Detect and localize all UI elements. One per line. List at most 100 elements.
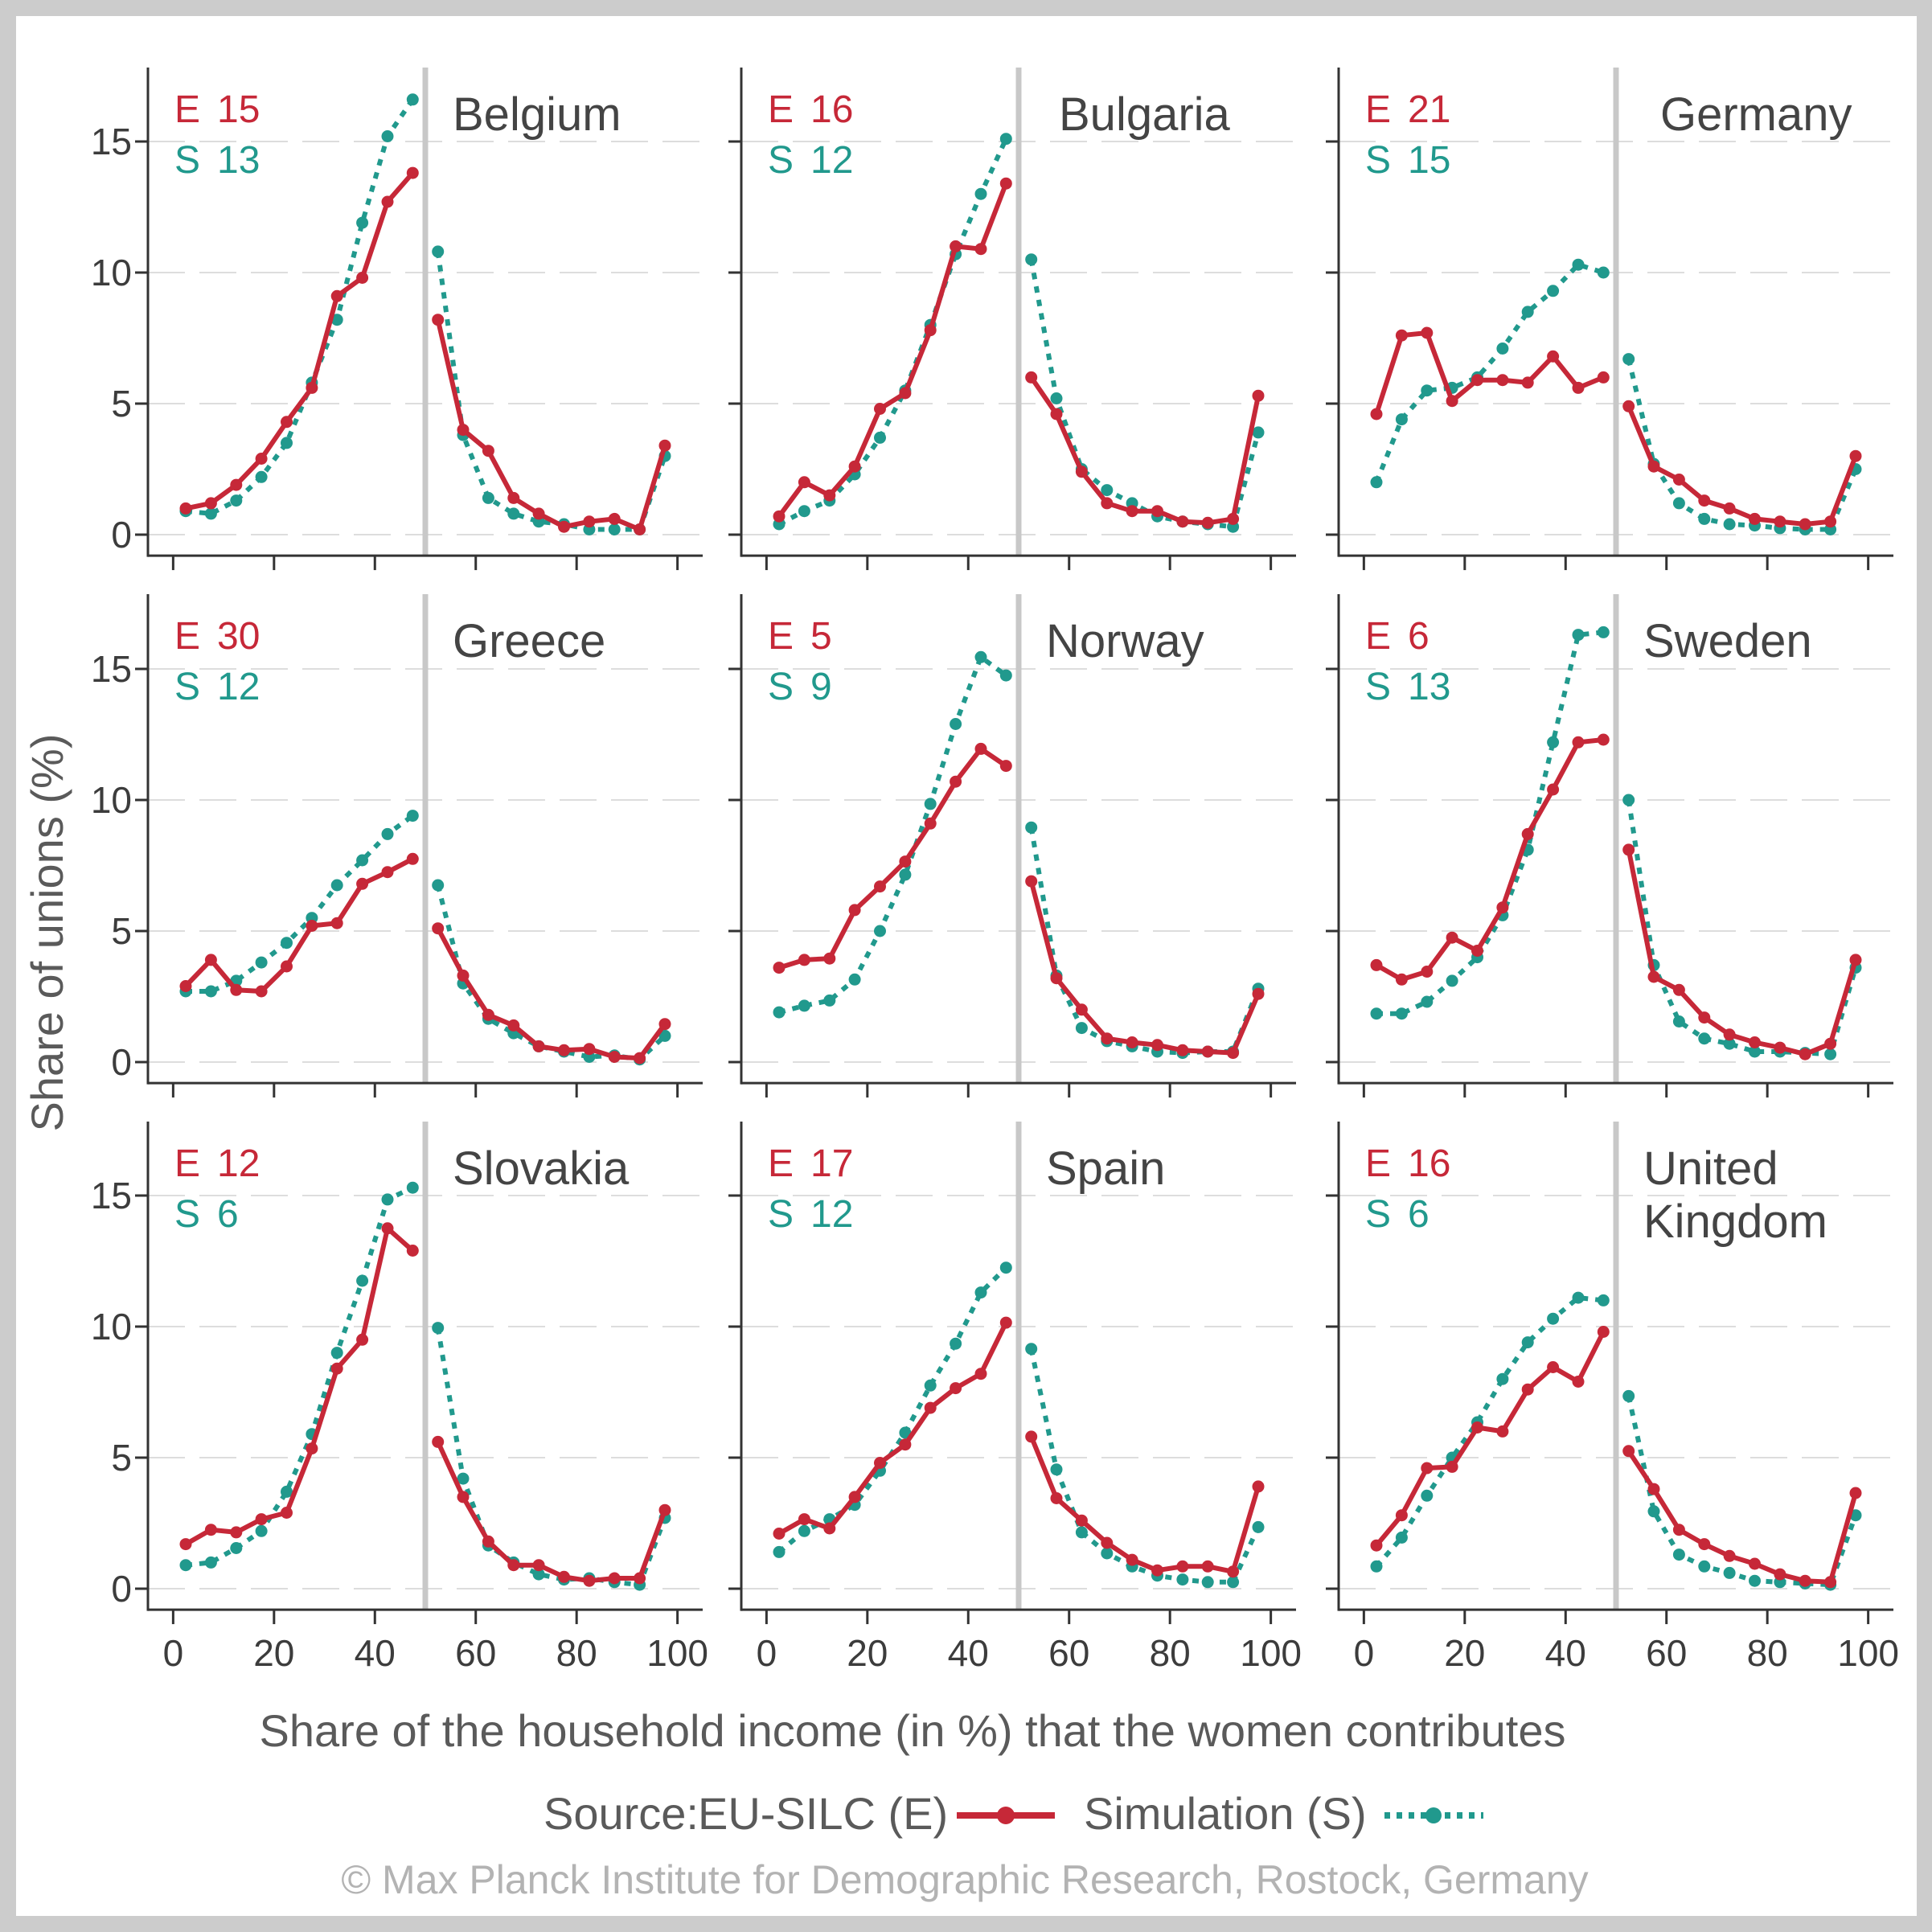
- simulation-point: [1025, 253, 1038, 266]
- simulation-point: [1496, 343, 1509, 355]
- eu-silc-point: [1672, 1524, 1685, 1536]
- e-index-value: 15: [217, 88, 260, 131]
- simulation-point: [1622, 353, 1635, 366]
- eu-silc-point: [1101, 497, 1114, 510]
- simulation-point: [999, 133, 1012, 146]
- country-title: Norway: [1046, 615, 1204, 667]
- eu-silc-point: [1849, 1487, 1862, 1499]
- eu-silc-point: [230, 983, 243, 996]
- eu-silc-point: [1647, 970, 1660, 983]
- simulation-point: [381, 1193, 394, 1206]
- eu-silc-point: [1370, 1539, 1383, 1552]
- eu-silc-point: [1252, 1480, 1265, 1493]
- eu-silc-point: [406, 1245, 419, 1257]
- y-tick-label: 5: [111, 1437, 132, 1479]
- simulation-point: [848, 973, 861, 986]
- eu-silc-point: [1774, 1568, 1786, 1581]
- eu-silc-point: [330, 1362, 343, 1375]
- eu-silc-point: [1025, 1430, 1038, 1443]
- country-title: Belgium: [453, 88, 621, 141]
- panel-norway: E 5S 9 Norway: [728, 594, 1296, 1098]
- eu-silc-point: [1421, 966, 1434, 978]
- country-title: Greece: [453, 615, 605, 667]
- simulation-point: [798, 505, 810, 518]
- simulation-point: [179, 1559, 192, 1572]
- country-title: Germany: [1660, 88, 1852, 141]
- eu-silc-line-segment-1: [777, 1321, 1008, 1536]
- eu-silc-point: [1698, 1538, 1711, 1551]
- x-tick-label: 20: [253, 1632, 294, 1674]
- simulation-point: [1672, 1015, 1685, 1028]
- simulation-line-segment-1: [1374, 1295, 1604, 1569]
- simulation-point: [1101, 484, 1114, 497]
- x-tick-label: 40: [1545, 1632, 1586, 1674]
- legend-s-swatch: [1384, 1807, 1483, 1823]
- simulation-point: [1252, 426, 1265, 439]
- simulation-line-segment-2: [1626, 799, 1858, 1057]
- eu-silc-point: [1572, 381, 1585, 394]
- eu-silc-point: [773, 962, 786, 974]
- e-index-key: E: [174, 615, 200, 658]
- eu-silc-point: [634, 1572, 646, 1585]
- simulation-line-segment-1: [778, 654, 1008, 1015]
- x-tick-label: 20: [847, 1632, 888, 1674]
- eu-silc-point: [1749, 1036, 1761, 1048]
- simulation-point: [432, 1322, 445, 1335]
- eu-silc-point: [1698, 494, 1711, 507]
- eu-silc-point: [1471, 945, 1483, 957]
- e-index-key: E: [768, 88, 794, 131]
- simulation-point: [924, 1379, 937, 1392]
- eu-silc-line-segment-1: [777, 183, 1009, 518]
- eu-silc-point: [1723, 502, 1736, 515]
- country-title-line: United: [1643, 1142, 1778, 1195]
- s-index-value: 6: [1408, 1193, 1430, 1236]
- simulation-point: [406, 810, 419, 822]
- eu-silc-point: [1075, 1514, 1088, 1527]
- eu-silc-point: [507, 491, 520, 504]
- simulation-point: [1547, 285, 1560, 297]
- simulation-line-segment-1: [186, 814, 415, 994]
- panel-united-kingdom: 0 20 40 60 80 100 E 16 S 6 United Kingdom: [1326, 1122, 1899, 1674]
- simulation-point: [608, 523, 621, 535]
- eu-silc-point: [658, 1018, 671, 1031]
- eu-silc-point: [457, 969, 470, 982]
- eu-silc-point: [1050, 1492, 1063, 1504]
- x-tick-label: 0: [163, 1632, 184, 1674]
- simulation-point: [204, 507, 217, 520]
- panel-germany: E 21 S 15 Germany: [1326, 68, 1893, 571]
- simulation-point: [950, 718, 962, 730]
- eu-silc-point: [1547, 350, 1560, 363]
- x-tick-label: 60: [1048, 1632, 1089, 1674]
- country-title: Bulgaria: [1059, 88, 1231, 141]
- eu-silc-point: [1050, 408, 1063, 420]
- eu-silc-point: [432, 922, 445, 935]
- eu-silc-point: [1227, 1565, 1240, 1578]
- s-index-value: 12: [810, 1193, 853, 1236]
- simulation-point: [1176, 1573, 1189, 1586]
- simulation-point: [999, 669, 1012, 682]
- eu-silc-point: [1227, 1047, 1240, 1060]
- y-tick-label: 10: [91, 252, 132, 293]
- y-tick-label: 0: [111, 1568, 132, 1610]
- e-index-value: 5: [810, 615, 832, 658]
- panel-spain: 0 20 40 60 80 100 E 17 S 12 Spain: [728, 1122, 1302, 1674]
- eu-silc-point: [457, 1491, 470, 1503]
- simulation-point: [1075, 1022, 1088, 1035]
- eu-silc-point: [1799, 1574, 1811, 1587]
- eu-silc-point: [823, 1522, 836, 1535]
- eu-silc-point: [432, 1435, 445, 1448]
- simulation-point: [356, 216, 369, 229]
- simulation-line-segment-2: [1028, 259, 1261, 530]
- eu-silc-point: [1597, 733, 1610, 746]
- eu-silc-point: [306, 920, 318, 932]
- y-tick-label: 5: [111, 910, 132, 952]
- copyright-notice: © Max Planck Institute for Demographic R…: [341, 1857, 1588, 1902]
- eu-silc-point: [1421, 1462, 1434, 1475]
- e-index-value: 21: [1408, 88, 1450, 131]
- eu-silc-point: [281, 960, 293, 973]
- eu-silc-point: [356, 1333, 369, 1346]
- eu-silc-point: [482, 1008, 494, 1021]
- e-index-value: 12: [217, 1142, 260, 1185]
- eu-silc-point: [608, 512, 621, 525]
- eu-silc-line-segment-2: [1626, 849, 1858, 1057]
